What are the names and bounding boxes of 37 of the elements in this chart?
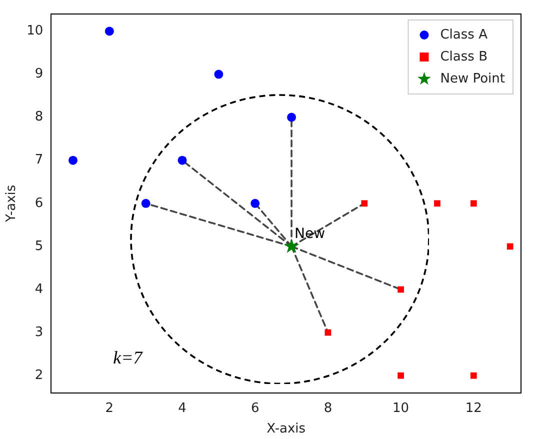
point	[141, 198, 150, 208]
y-tick-label: 10	[26, 24, 44, 39]
point	[214, 70, 224, 79]
annotation: k=7	[113, 348, 144, 368]
x-tick-label: 8	[324, 400, 332, 416]
point	[284, 238, 300, 253]
y-tick-label: 6	[34, 196, 44, 211]
point	[104, 26, 114, 36]
point	[398, 372, 404, 379]
point	[434, 200, 440, 207]
point	[398, 286, 404, 293]
y-tick-label: 2	[34, 368, 44, 383]
point	[68, 156, 78, 165]
y-tick-label: 4	[34, 282, 44, 297]
x-tick-label: 4	[178, 400, 186, 416]
x-tick-label: 2	[105, 400, 114, 416]
y-axis-title: Y-axis	[4, 184, 20, 223]
point	[506, 243, 514, 250]
point	[470, 200, 477, 207]
x-tick-label: 6	[250, 400, 260, 416]
point	[470, 372, 477, 379]
x-tick-label: 12	[465, 400, 482, 416]
point	[250, 198, 260, 208]
legend-label: New Point	[440, 71, 505, 86]
point	[287, 112, 296, 122]
annotation: New	[294, 226, 326, 242]
y-tick-label: 7	[34, 152, 44, 168]
y-tick-label: 8	[34, 110, 44, 125]
y-tick-label: 5	[34, 238, 44, 254]
x-axis-title: X-axis	[266, 422, 306, 437]
y-tick-label: 9	[34, 66, 44, 82]
point	[178, 156, 187, 165]
y-tick-label: 3	[34, 324, 44, 340]
legend-label: Class B	[440, 49, 488, 64]
x-tick-label: 10	[392, 400, 410, 416]
point	[361, 200, 368, 207]
legend-label: Class A	[440, 27, 488, 42]
